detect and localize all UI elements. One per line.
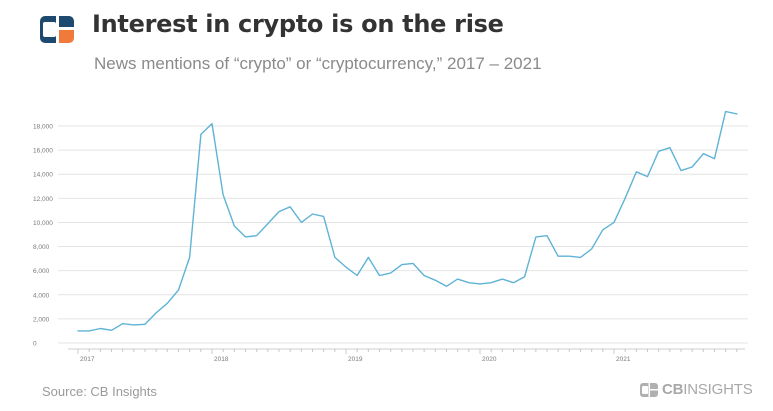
page-subtitle: News mentions of “crypto” or “cryptocurr…: [94, 54, 542, 73]
data-point: [445, 285, 447, 287]
data-point: [468, 282, 470, 284]
data-point: [602, 228, 604, 230]
data-point: [289, 206, 291, 208]
data-point: [512, 282, 514, 284]
data-point: [613, 221, 615, 223]
series-line: [77, 110, 738, 332]
data-point: [255, 235, 257, 237]
data-point: [322, 215, 324, 217]
data-point: [233, 225, 235, 227]
y-tick-label: 4,000: [33, 292, 50, 299]
data-point: [267, 222, 269, 224]
data-point: [490, 282, 492, 284]
cb-insights-brand-icon: [640, 383, 658, 397]
data-point: [121, 323, 123, 325]
data-point: [334, 256, 336, 258]
data-point: [557, 255, 559, 257]
y-tick-label: 14,000: [33, 172, 53, 179]
y-tick-label: 12,000: [33, 196, 53, 203]
data-point: [702, 153, 704, 155]
data-point: [278, 210, 280, 212]
brand-rest-text: INSIGHTS: [683, 381, 753, 398]
data-point: [177, 289, 179, 291]
data-point: [77, 330, 79, 332]
data-point: [144, 323, 146, 325]
data-point: [378, 274, 380, 276]
source-note: Source: CB Insights: [42, 384, 157, 399]
data-point: [88, 330, 90, 332]
data-point: [546, 235, 548, 237]
data-point: [669, 147, 671, 149]
data-point: [222, 194, 224, 196]
data-point: [133, 324, 135, 326]
data-point: [646, 175, 648, 177]
data-point: [412, 262, 414, 264]
data-point: [724, 110, 726, 112]
data-point: [300, 221, 302, 223]
y-tick-label: 0: [33, 341, 37, 348]
data-point: [635, 171, 637, 173]
data-point: [434, 279, 436, 281]
data-point: [736, 113, 738, 115]
data-point: [456, 278, 458, 280]
data-point: [345, 266, 347, 268]
data-point: [244, 236, 246, 238]
data-point: [713, 157, 715, 159]
data-point: [657, 150, 659, 152]
data-point: [188, 256, 190, 258]
data-point: [523, 275, 525, 277]
data-point: [166, 302, 168, 304]
x-tick-label: 2021: [616, 356, 631, 363]
page-title: Interest in crypto is on the rise: [92, 10, 504, 38]
data-point: [624, 197, 626, 199]
data-point: [211, 122, 213, 124]
data-point: [535, 236, 537, 238]
y-tick-label: 16,000: [33, 148, 53, 155]
data-point: [99, 327, 101, 329]
data-point: [691, 166, 693, 168]
data-point: [389, 272, 391, 274]
data-point: [311, 213, 313, 215]
data-point: [501, 278, 503, 280]
data-point: [423, 274, 425, 276]
data-point: [568, 255, 570, 257]
brand-bold-text: CB: [662, 381, 684, 398]
y-tick-label: 18,000: [33, 124, 53, 131]
data-point: [590, 248, 592, 250]
data-point: [200, 133, 202, 135]
y-tick-label: 8,000: [33, 244, 50, 251]
x-tick-label: 2017: [80, 356, 95, 363]
y-tick-label: 10,000: [33, 220, 53, 227]
y-tick-label: 2,000: [33, 316, 50, 323]
x-tick-label: 2018: [214, 356, 229, 363]
y-tick-label: 6,000: [33, 268, 50, 275]
data-point: [356, 274, 358, 276]
data-point: [155, 312, 157, 314]
data-point: [367, 256, 369, 258]
data-point: [479, 283, 481, 285]
data-point: [401, 263, 403, 265]
cb-insights-logo-icon: [40, 16, 74, 43]
x-tick-label: 2019: [348, 356, 363, 363]
data-point: [579, 256, 581, 258]
data-point: [110, 329, 112, 331]
data-point: [680, 169, 682, 171]
x-tick-label: 2020: [482, 356, 497, 363]
